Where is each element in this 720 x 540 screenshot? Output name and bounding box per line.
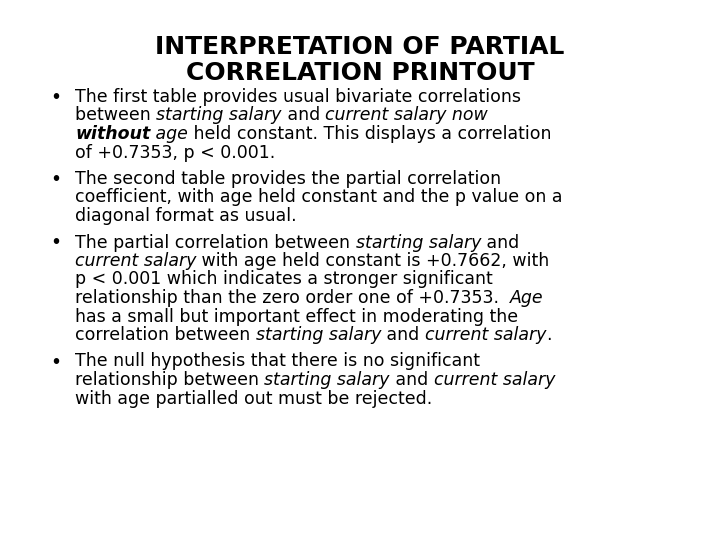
Text: •: • xyxy=(50,353,61,372)
Text: relationship than the zero order one of +0.7353.: relationship than the zero order one of … xyxy=(75,289,510,307)
Text: between: between xyxy=(75,106,156,125)
Text: coefficient, with age held constant and the p value on a: coefficient, with age held constant and … xyxy=(75,188,562,206)
Text: •: • xyxy=(50,88,61,107)
Text: •: • xyxy=(50,170,61,189)
Text: with age partialled out must be rejected.: with age partialled out must be rejected… xyxy=(75,389,432,408)
Text: diagonal format as usual.: diagonal format as usual. xyxy=(75,207,297,225)
Text: The first table provides usual bivariate correlations: The first table provides usual bivariate… xyxy=(75,88,521,106)
Text: p < 0.001 which indicates a stronger significant: p < 0.001 which indicates a stronger sig… xyxy=(75,271,492,288)
Text: starting salary: starting salary xyxy=(264,371,390,389)
Text: starting salary: starting salary xyxy=(256,326,381,344)
Text: .: . xyxy=(546,326,552,344)
Text: held constant. This displays a correlation: held constant. This displays a correlati… xyxy=(188,125,552,143)
Text: current salary now: current salary now xyxy=(325,106,488,125)
Text: Age: Age xyxy=(510,289,544,307)
Text: The null hypothesis that there is no significant: The null hypothesis that there is no sig… xyxy=(75,353,480,370)
Text: The second table provides the partial correlation: The second table provides the partial co… xyxy=(75,170,501,188)
Text: has a small but important effect in moderating the: has a small but important effect in mode… xyxy=(75,307,518,326)
Text: and: and xyxy=(481,233,519,252)
Text: with age held constant is +0.7662, with: with age held constant is +0.7662, with xyxy=(197,252,549,270)
Text: INTERPRETATION OF PARTIAL: INTERPRETATION OF PARTIAL xyxy=(156,35,564,59)
Text: of +0.7353, p < 0.001.: of +0.7353, p < 0.001. xyxy=(75,144,275,161)
Text: and: and xyxy=(282,106,325,125)
Text: age: age xyxy=(150,125,188,143)
Text: and: and xyxy=(381,326,425,344)
Text: •: • xyxy=(50,233,61,253)
Text: current salary: current salary xyxy=(425,326,546,344)
Text: current salary: current salary xyxy=(433,371,555,389)
Text: and: and xyxy=(390,371,433,389)
Text: starting salary: starting salary xyxy=(156,106,282,125)
Text: starting salary: starting salary xyxy=(356,233,481,252)
Text: without: without xyxy=(75,125,150,143)
Text: correlation between: correlation between xyxy=(75,326,256,344)
Text: relationship between: relationship between xyxy=(75,371,264,389)
Text: The partial correlation between: The partial correlation between xyxy=(75,233,356,252)
Text: CORRELATION PRINTOUT: CORRELATION PRINTOUT xyxy=(186,61,534,85)
Text: current salary: current salary xyxy=(75,252,197,270)
